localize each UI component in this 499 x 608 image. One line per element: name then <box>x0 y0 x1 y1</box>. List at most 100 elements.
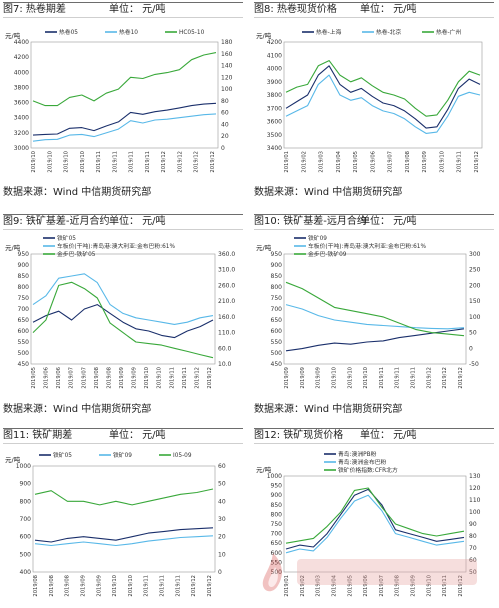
y-tick-label-right: 310.0 <box>218 267 235 274</box>
plot-frame <box>32 465 216 573</box>
x-tick-label: 2019/10 <box>157 367 163 389</box>
y-tick-label-left: 900 <box>18 262 30 269</box>
x-tick-label: 2019/10 <box>112 575 118 597</box>
y-tick-label-right: 20 <box>218 534 226 541</box>
y-tick-label-left: 4000 <box>267 66 282 73</box>
x-tick-label: 2019/12 <box>426 367 432 389</box>
x-tick-label: 2019/08 <box>94 367 100 389</box>
x-tick-label: 2019/12 <box>458 367 464 389</box>
y-tick-label-left: 900 <box>271 492 283 499</box>
x-tick-label: 2019/09 <box>80 575 86 597</box>
figure-caption: 图11: 铁矿期差 单位： 元/吨 <box>3 428 243 444</box>
data-source-note: 数据来源：Wind 中信期货研究部 <box>254 404 403 415</box>
y-tick-label-left: 700 <box>20 516 32 523</box>
x-tick-label: 2019/12 <box>177 151 183 173</box>
y-tick-label-left: 550 <box>18 339 30 346</box>
x-tick-label: 2019/11 <box>411 367 417 389</box>
y-tick-label-left: 650 <box>18 317 30 324</box>
y-axis-label: 元/吨 <box>256 465 272 474</box>
series-line-3 <box>34 488 214 506</box>
x-tick-label: 2019/05 <box>347 575 353 597</box>
x-tick-label: 2019/10 <box>80 151 86 173</box>
figure-caption: 图10: 铁矿基差-远月合约 单位： 元/吨 <box>254 214 494 230</box>
series-line-2 <box>285 304 465 330</box>
y-tick-label-right: 300 <box>469 251 481 258</box>
y-tick-label-left: 950 <box>271 483 283 490</box>
x-tick-label: 2019/05 <box>31 367 37 389</box>
x-tick-label: 2019/06 <box>363 575 369 597</box>
legend-label: HC05-10 <box>179 30 205 36</box>
x-tick-label: 2019/07 <box>379 575 385 597</box>
y-tick-label-left: 400 <box>20 569 32 576</box>
y-tick-label-left: 500 <box>20 551 32 558</box>
y-tick-label-right: 100 <box>469 314 481 321</box>
x-tick-label: 2019/11 <box>395 367 401 389</box>
x-tick-label: 2019/01 <box>284 575 290 597</box>
chart-panel-3: 图9: 铁矿基差-近月合约 单位： 元/吨 元/吨 950 900 850 800 750 7… <box>3 214 246 415</box>
y-tick-label-left: 650 <box>271 540 283 547</box>
x-tick-label: 2019/07 <box>69 367 75 389</box>
x-tick-label: 2019/07 <box>388 151 394 173</box>
plot-frame <box>30 41 219 149</box>
series-line-2 <box>32 113 217 142</box>
y-tick-label-right: 40 <box>221 121 229 128</box>
y-axis-label: 元/吨 <box>5 31 21 40</box>
x-tick-label: 2019/10 <box>31 151 37 173</box>
legend-label: 铁矿09 <box>113 451 132 459</box>
x-tick-label: 2019/11 <box>175 575 181 597</box>
y-tick-label-right: 120 <box>469 485 481 492</box>
x-tick-label: 2019/12 <box>207 367 213 389</box>
y-tick-label-right: 50 <box>218 481 226 488</box>
y-tick-label-right: 30 <box>218 516 226 523</box>
plot-frame <box>283 475 467 573</box>
x-tick-label: 2019/11 <box>182 367 188 389</box>
y-tick-label-left: 3600 <box>14 100 29 107</box>
y-tick-label-left: 4200 <box>14 54 29 61</box>
x-tick-label: 2019/09 <box>119 367 125 389</box>
legend-label: 热卷-上海 <box>316 28 341 36</box>
plot-frame <box>30 253 216 365</box>
y-tick-label-left: 3000 <box>14 145 29 152</box>
x-tick-label: 2019/10 <box>426 575 432 597</box>
y-tick-label-left: 800 <box>271 511 283 518</box>
legend-label: 车板价(干吨):青岛港:澳大利亚:金布巴粉:61% <box>308 242 426 250</box>
y-tick-label-right: 20 <box>221 133 229 140</box>
caption-title: 图9: 铁矿基差-近月合约 <box>3 216 110 227</box>
series-line-3 <box>285 281 465 337</box>
legend-label: 热卷-北京 <box>376 28 401 36</box>
y-tick-label-right: 160.0 <box>218 314 235 321</box>
data-source-note: 数据来源：Wind 中信期货研究部 <box>3 404 152 415</box>
x-tick-label: 2019/12 <box>161 151 167 173</box>
y-tick-label-left: 3700 <box>267 105 282 112</box>
y-tick-label-left: 700 <box>271 531 283 538</box>
y-tick-label-left: 3200 <box>14 130 29 137</box>
x-tick-label: 2019/08 <box>106 367 112 389</box>
x-tick-label: 2019/02 <box>301 151 307 173</box>
x-tick-label: 2019/08 <box>49 575 55 597</box>
chart-panel-1: 图7: 热卷期差 单位： 元/吨 元/吨 4400 4200 4000 3800 3600 3… <box>3 2 246 198</box>
y-tick-label-left: 3800 <box>14 84 29 91</box>
y-tick-label-right: 10 <box>218 551 226 558</box>
y-tick-label-left: 800 <box>20 498 32 505</box>
y-tick-label-left: 700 <box>18 306 30 313</box>
x-tick-label: 2019/03 <box>316 575 322 597</box>
y-tick-label-right: 70 <box>469 545 477 552</box>
y-tick-label-right: 260.0 <box>218 282 235 289</box>
legend-label: 热卷10 <box>119 28 138 36</box>
y-axis-label: 元/吨 <box>5 455 21 464</box>
figure-caption: 图12: 铁矿现货价格 单位： 元/吨 <box>254 428 494 444</box>
series-line-3 <box>285 60 481 117</box>
chart-svg: 元/吨4200410040003900380037003600350034002… <box>256 28 483 173</box>
y-tick-label-right: 60 <box>221 110 229 117</box>
y-tick-label-right: -50 <box>469 361 479 368</box>
y-tick-label-left: 1000 <box>267 473 282 480</box>
legend-label: I05-09 <box>173 453 192 459</box>
x-tick-label: 2019/11 <box>169 367 175 389</box>
y-tick-label-left: 3400 <box>14 115 29 122</box>
figure-caption: 图9: 铁矿基差-近月合约 单位： 元/吨 <box>3 214 243 230</box>
x-tick-label: 2019/10 <box>144 367 150 389</box>
x-tick-label: 2019/11 <box>129 151 135 173</box>
caption-unit: 单位： 元/吨 <box>360 430 417 441</box>
